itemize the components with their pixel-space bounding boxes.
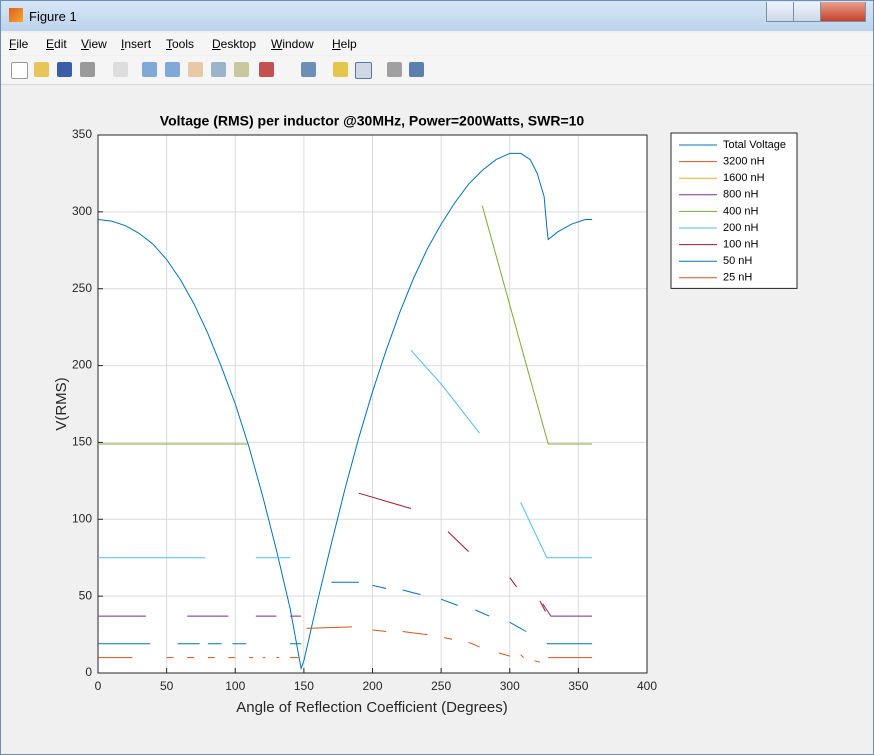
legend-label: 50 nH (723, 255, 752, 267)
y-tick-label: 200 (72, 358, 92, 372)
colorbar-button[interactable] (333, 62, 348, 77)
link-button[interactable] (301, 62, 316, 77)
print-button[interactable] (80, 62, 95, 77)
menu-item[interactable]: Desktop (212, 37, 257, 51)
y-tick-label: 0 (85, 665, 92, 679)
legend-box (670, 132, 798, 289)
toolbar (1, 56, 873, 85)
legend-label: 800 nH (723, 189, 759, 201)
pan-button[interactable] (188, 62, 203, 77)
legend-label: 1600 nH (723, 172, 765, 184)
y-tick-label: 150 (72, 435, 92, 449)
menu-item[interactable]: File (9, 37, 29, 51)
data-line (98, 654, 593, 663)
new-button[interactable] (11, 62, 28, 79)
data-line (97, 152, 593, 671)
menu-bar: File Edit View Insert Tools Desktop Window Help (1, 33, 873, 55)
rotate-button[interactable] (211, 62, 226, 77)
menu-item[interactable]: Edit (46, 37, 67, 51)
data-cursor-button[interactable] (234, 62, 249, 77)
y-tick-label: 250 (72, 281, 92, 295)
x-tick-label: 350 (568, 679, 588, 693)
data-line (98, 349, 593, 559)
menu-item[interactable]: Insert (121, 37, 152, 51)
close-button[interactable] (820, 2, 866, 22)
data-line (98, 581, 593, 645)
x-axis-label: Angle of Reflection Coefficient (Degrees… (236, 699, 508, 716)
legend-button[interactable] (355, 62, 372, 79)
x-tick-label: 100 (225, 679, 245, 693)
save-button[interactable] (57, 62, 72, 77)
data-line (98, 603, 593, 617)
menu-item[interactable]: Help (332, 37, 357, 51)
data-line (358, 492, 546, 612)
x-tick-label: 250 (431, 679, 451, 693)
x-tick-label: 50 (160, 679, 174, 693)
x-tick-label: 150 (294, 679, 314, 693)
zoom-out-button[interactable] (165, 62, 180, 77)
app-icon (9, 8, 23, 22)
menu-item[interactable]: Tools (166, 37, 195, 51)
y-tick-label: 300 (72, 204, 92, 218)
x-tick-label: 400 (637, 679, 657, 693)
show-tools-button[interactable] (409, 62, 424, 77)
menu-item[interactable]: Window (271, 37, 314, 51)
y-axis-label: V(RMS) (53, 377, 70, 430)
edit-plot-button[interactable] (113, 62, 128, 77)
legend-label: 3200 nH (723, 156, 765, 168)
zoom-in-button[interactable] (142, 62, 157, 77)
legend-label: 400 nH (723, 205, 759, 217)
legend-label: Total Voltage (723, 139, 786, 151)
open-button[interactable] (34, 62, 49, 77)
x-tick-label: 200 (362, 679, 382, 693)
window-title: Figure 1 (29, 9, 77, 24)
x-tick-label: 300 (500, 679, 520, 693)
legend-label: 100 nH (723, 239, 759, 251)
legend-label: 25 nH (723, 272, 752, 284)
y-tick-label: 350 (72, 127, 92, 141)
menu-item[interactable]: View (81, 37, 107, 51)
legend-label: 200 nH (723, 222, 759, 234)
brush-button[interactable] (259, 62, 274, 77)
x-tick-label: 0 (95, 679, 102, 693)
y-tick-label: 100 (72, 511, 92, 525)
chart-title: Voltage (RMS) per inductor @30MHz, Power… (160, 113, 585, 129)
y-tick-label: 50 (79, 588, 93, 602)
axes-box (97, 134, 648, 674)
title-bar: Figure 1 (1, 1, 873, 31)
hide-tools-button[interactable] (387, 62, 402, 77)
data-line (98, 205, 593, 445)
